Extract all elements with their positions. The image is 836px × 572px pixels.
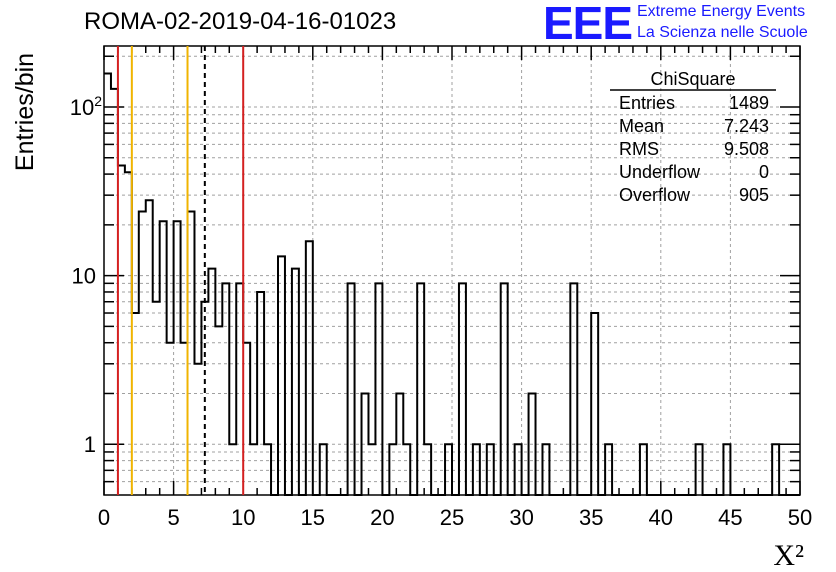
stats-label: RMS xyxy=(619,139,659,159)
stats-value: 7.243 xyxy=(724,116,769,136)
stats-value: 0 xyxy=(759,162,769,182)
cut-lines xyxy=(116,46,245,495)
x-tick-label: 45 xyxy=(718,505,742,530)
x-tick-label: 40 xyxy=(649,505,673,530)
x-tick-label: 10 xyxy=(231,505,255,530)
histogram-outline xyxy=(104,72,800,496)
y-axis-label: Entries/bin xyxy=(11,53,39,171)
stats-title: ChiSquare xyxy=(650,69,735,89)
stats-value: 9.508 xyxy=(724,139,769,159)
stats-label: Mean xyxy=(619,116,664,136)
x-tick-label: 35 xyxy=(579,505,603,530)
x-tick-label: 5 xyxy=(167,505,179,530)
stats-label: Entries xyxy=(619,93,675,113)
logo-subtitle-line-1: Extreme Energy Events xyxy=(637,3,806,20)
stats-value: 1489 xyxy=(729,93,769,113)
y-tick-label: 10 xyxy=(72,264,96,289)
y-tick-label: 1 xyxy=(84,432,96,457)
stats-value: 905 xyxy=(739,185,769,205)
x-tick-label: 20 xyxy=(370,505,394,530)
x-tick-label: 25 xyxy=(440,505,464,530)
stats-label: Underflow xyxy=(619,162,701,182)
x-tick-label: 15 xyxy=(301,505,325,530)
x-tick-label: 30 xyxy=(509,505,533,530)
axis-labels: 0 5 10 15 20 25 30 35 40 45 50 1 10 102 xyxy=(70,93,813,530)
chart-title: ROMA-02-2019-04-16-01023 xyxy=(84,8,397,35)
y-tick-label: 102 xyxy=(70,93,102,120)
logo-subtitle-line-2: La Scienza nelle Scuole xyxy=(637,24,808,41)
x-tick-label: 0 xyxy=(98,505,110,530)
eee-logo: EEE xyxy=(543,0,633,49)
stats-label: Overflow xyxy=(619,185,691,205)
x-axis-label: X² xyxy=(773,539,804,572)
stats-box: ChiSquare Entries 1489 Mean 7.243 RMS 9.508 Un… xyxy=(610,69,776,205)
x-tick-label: 50 xyxy=(788,505,812,530)
